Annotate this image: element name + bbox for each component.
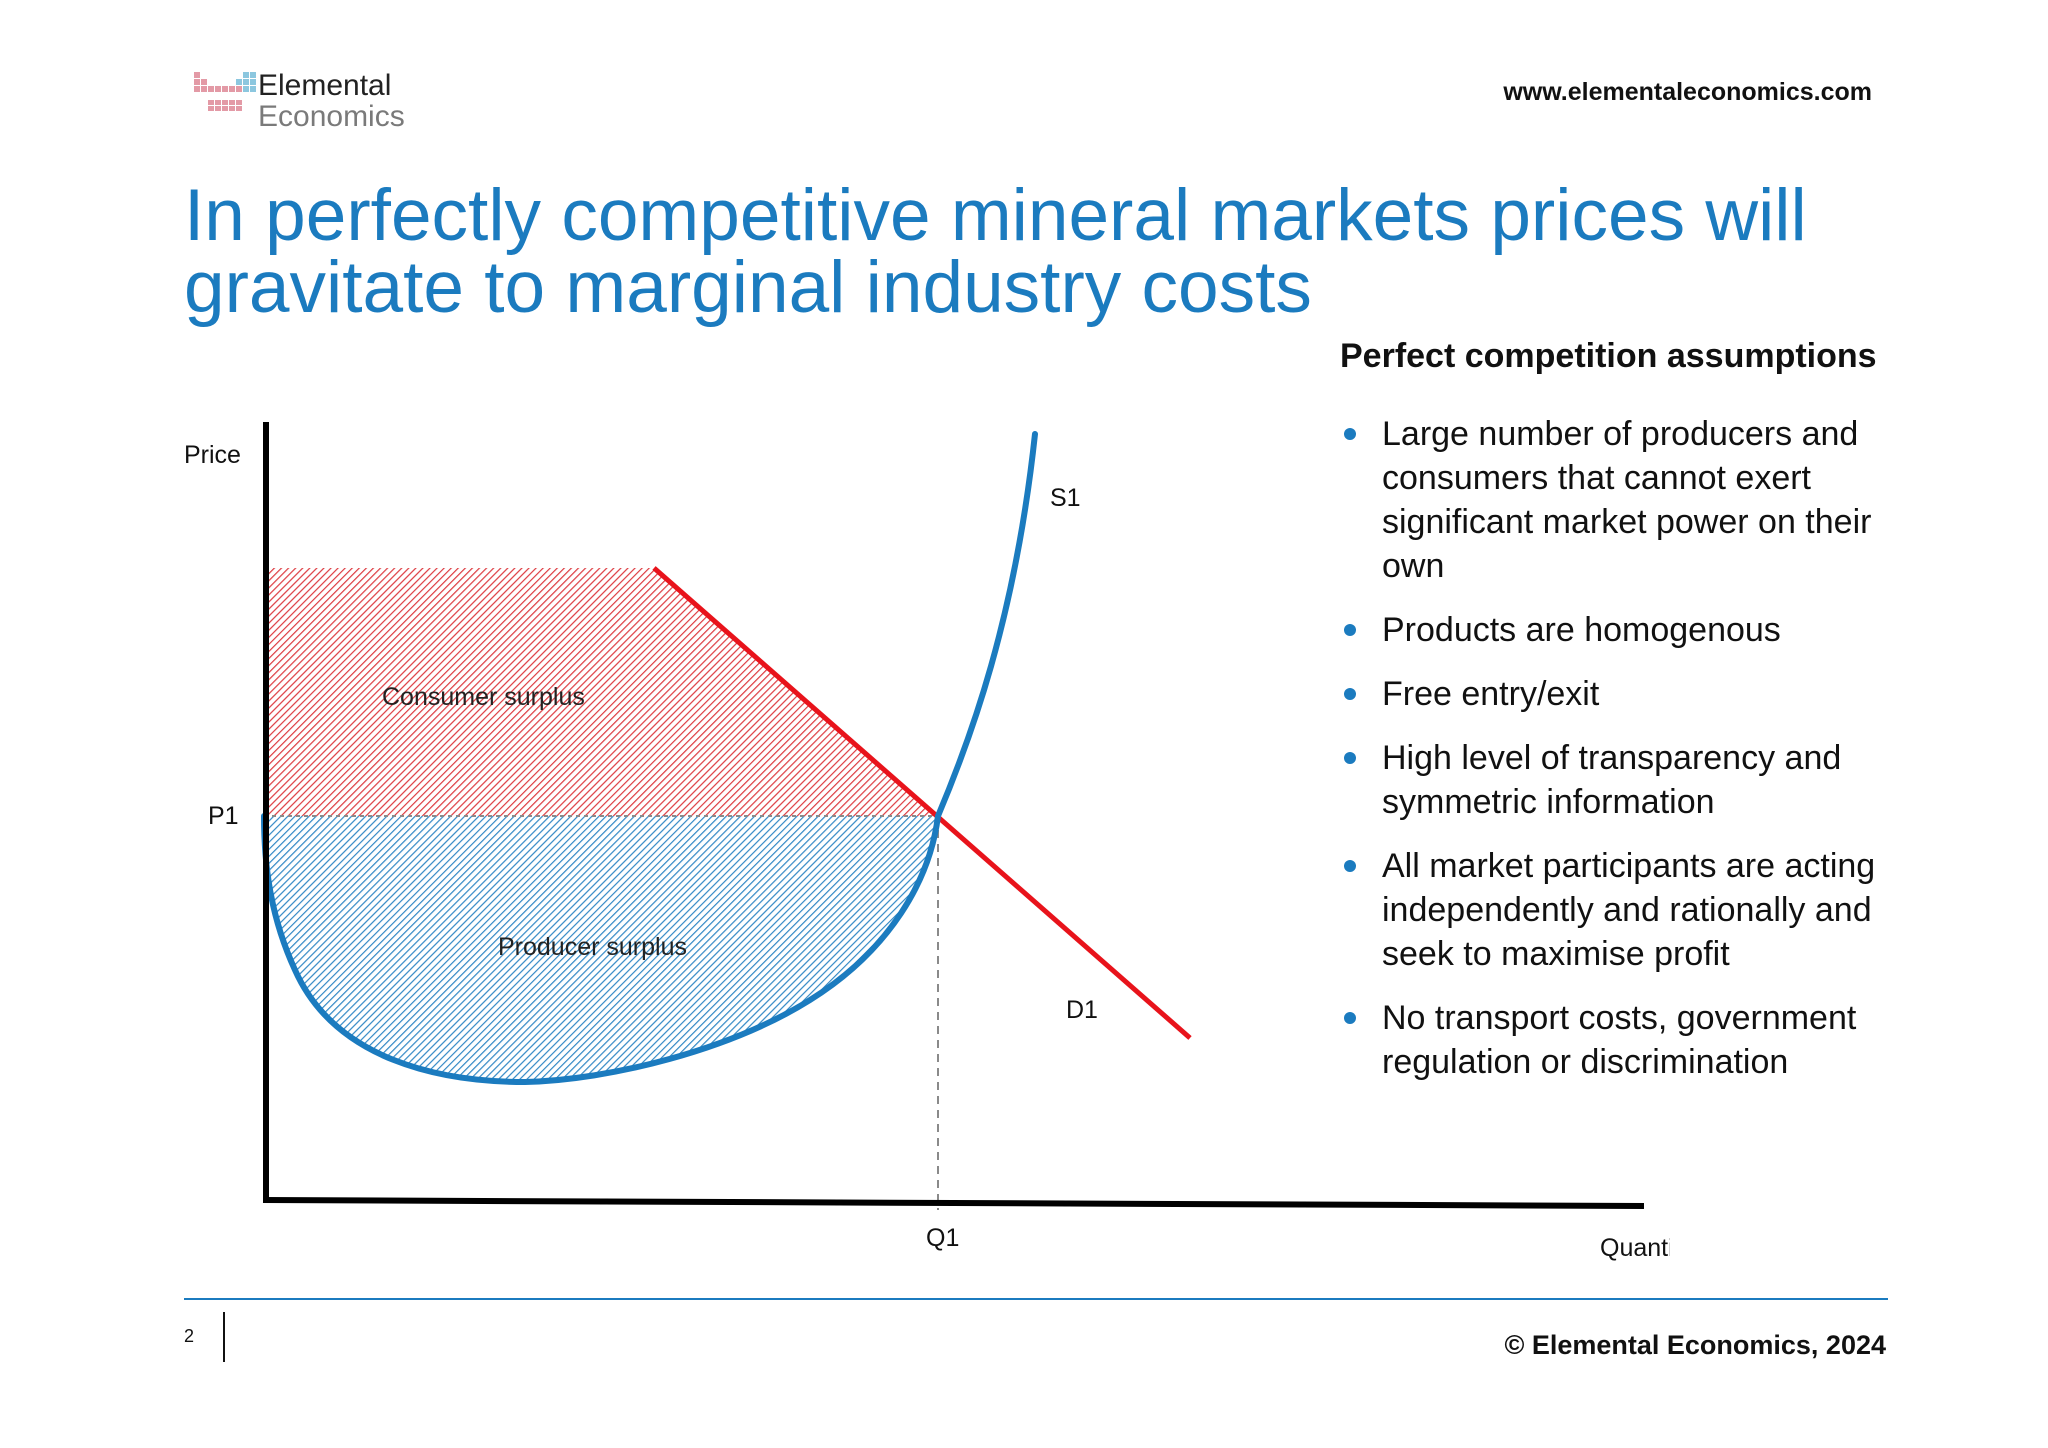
bullet-dot-icon (1344, 860, 1356, 872)
assumptions-heading: Perfect competition assumptions (1340, 337, 1877, 375)
supply-demand-diagram: Price Quantity P1 Q1 S1 D1 Consumer surp… (184, 422, 1670, 1262)
list-item-text: All market participants are acting indep… (1382, 847, 1876, 973)
brand-logo: Elemental Economics (194, 68, 454, 134)
list-item-text: Products are homogenous (1382, 611, 1781, 649)
copyright-notice: © Elemental Economics, 2024 (1504, 1330, 1886, 1360)
list-item: No transport costs, government regulatio… (1340, 996, 1932, 1084)
page-number: 2 (184, 1326, 195, 1346)
list-item: All market participants are acting indep… (1340, 844, 1932, 976)
logo-wordmark-bottom: Economics (258, 100, 405, 133)
x-axis (262, 1197, 1645, 1209)
list-item: High level of transparency and symmetric… (1340, 736, 1932, 824)
website-url: www.elementaleconomics.com (1503, 78, 1872, 106)
price-marker-label: P1 (208, 802, 239, 830)
list-item: Large number of producers and consumers … (1340, 412, 1932, 588)
list-item-text: High level of transparency and symmetric… (1382, 739, 1842, 821)
periodic-table-logo-icon (194, 72, 256, 111)
demand-curve (652, 566, 1192, 1040)
supply-curve (261, 431, 1038, 1086)
assumptions-list: Large number of producers and consumers … (1340, 412, 1932, 1084)
bullet-dot-icon (1344, 1012, 1356, 1024)
list-item-text: No transport costs, government regulatio… (1382, 999, 1857, 1081)
assumptions-panel: Perfect competition assumptions Large nu… (1340, 334, 1932, 1104)
footer-divider (184, 1298, 1888, 1300)
bullet-dot-icon (1344, 624, 1356, 636)
demand-curve-label: D1 (1066, 996, 1098, 1024)
logo-wordmark-top: Elemental (258, 69, 392, 102)
bullet-dot-icon (1344, 428, 1356, 440)
producer-surplus-area (264, 816, 938, 1082)
bullet-dot-icon (1344, 688, 1356, 700)
bullet-dot-icon (1344, 752, 1356, 764)
list-item-text: Free entry/exit (1382, 675, 1600, 713)
supply-curve-label: S1 (1050, 484, 1081, 512)
list-item-text: Large number of producers and consumers … (1382, 415, 1872, 585)
producer-surplus-label: Producer surplus (498, 933, 687, 961)
slide-title: In perfectly competitive mineral markets… (184, 175, 1807, 328)
x-axis-label: Quantity (1600, 1234, 1670, 1262)
y-axis-label: Price (184, 441, 241, 469)
page-number-divider (223, 1312, 225, 1362)
quantity-marker-label: Q1 (926, 1224, 959, 1252)
list-item: Products are homogenous (1340, 608, 1932, 652)
list-item: Free entry/exit (1340, 672, 1932, 716)
consumer-surplus-label: Consumer surplus (382, 683, 585, 711)
consumer-surplus-area (264, 568, 938, 816)
